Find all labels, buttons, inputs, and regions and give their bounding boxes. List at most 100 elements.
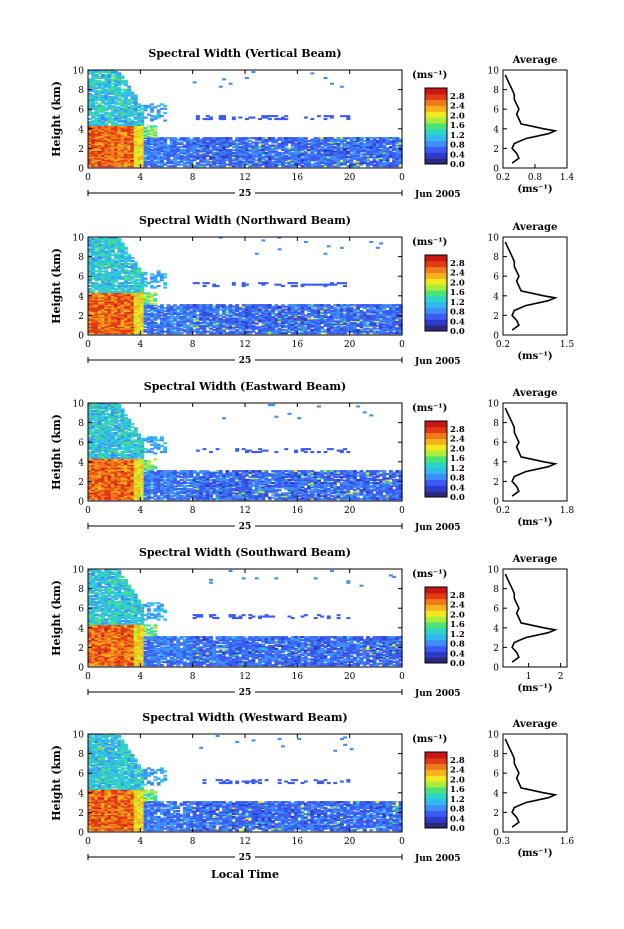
heatmap-cell <box>330 141 334 144</box>
heatmap-cell <box>372 327 377 330</box>
heatmap-cell <box>245 144 249 147</box>
heatmap-cell <box>281 329 285 332</box>
heatmap-cell <box>297 144 302 147</box>
heatmap-cell <box>124 298 128 301</box>
heatmap-cell <box>91 138 96 141</box>
heatmap-cell <box>130 311 135 314</box>
heatmap-cell <box>277 318 282 321</box>
heatmap-cell <box>388 163 393 166</box>
heatmap-cell <box>107 260 112 263</box>
heatmap-cell <box>163 312 168 315</box>
heatmap-cell <box>258 305 262 308</box>
heatmap-cell <box>189 326 194 329</box>
heatmap-cell <box>349 156 354 159</box>
heatmap-cell <box>346 320 351 323</box>
heatmap-cell <box>143 116 148 119</box>
heatmap-cell <box>124 274 128 277</box>
heatmap-cell <box>120 81 125 84</box>
heatmap-cell <box>215 146 220 149</box>
heatmap-cell <box>104 304 109 307</box>
heatmap-cell <box>231 156 236 159</box>
heatmap-cell <box>140 134 145 137</box>
heatmap-cell <box>101 104 105 107</box>
heatmap-cell <box>101 320 105 323</box>
heatmap-cell <box>182 165 187 168</box>
heatmap-cell <box>241 157 246 160</box>
heatmap-cell <box>287 320 292 323</box>
heatmap-cell <box>127 121 132 124</box>
heatmap-cell <box>97 276 102 279</box>
heatmap-cell <box>258 137 262 140</box>
heatmap-cell <box>297 321 302 324</box>
heatmap-cell <box>284 156 289 159</box>
heatmap-cell <box>395 160 400 163</box>
heatmap-cell <box>127 260 132 263</box>
heatmap-cell <box>110 156 115 159</box>
heatmap-cell <box>326 329 331 332</box>
heatmap-cell <box>107 290 112 293</box>
heatmap-cell <box>114 320 119 323</box>
heatmap-cell <box>153 160 158 163</box>
heatmap-cell <box>107 264 112 267</box>
heatmap-cell <box>133 270 138 273</box>
heatmap-cell <box>199 143 204 146</box>
heatmap-cell <box>382 165 387 168</box>
heatmap-cell <box>238 150 243 153</box>
heatmap-cell <box>124 295 128 298</box>
heatmap-cell <box>160 318 164 321</box>
heatmap-cell <box>107 125 112 128</box>
heatmap-cell <box>107 141 112 144</box>
heatmap-cell <box>88 93 92 96</box>
heatmap-cell <box>133 163 138 166</box>
heatmap-cell <box>264 115 269 118</box>
heatmap-cell <box>88 279 92 282</box>
heatmap-cell <box>117 156 122 159</box>
heatmap-cell <box>110 151 115 154</box>
heatmap-cell <box>110 75 115 78</box>
heatmap-cell <box>101 308 105 311</box>
heatmap-cell <box>179 159 184 162</box>
heatmap-cell <box>369 160 374 163</box>
heatmap-cell <box>209 327 213 330</box>
heatmap-cell <box>245 148 249 151</box>
heatmap-cell <box>97 252 102 255</box>
heatmap-cell <box>94 131 99 134</box>
heatmap-cell <box>186 312 190 315</box>
heatmap-cell <box>284 305 289 308</box>
x-tick-label: 16 <box>292 173 304 183</box>
heatmap-cell <box>124 93 128 96</box>
heatmap-cell <box>91 76 96 79</box>
heatmap-cell <box>120 100 125 103</box>
heatmap-cell <box>222 330 226 333</box>
heatmap-cell <box>150 159 154 162</box>
heatmap-cell <box>117 151 122 154</box>
heatmap-cell <box>176 153 181 156</box>
heatmap-cell <box>356 140 361 143</box>
heatmap-cell <box>97 257 102 260</box>
heatmap-cell <box>163 112 168 115</box>
heatmap-cell <box>140 324 145 327</box>
heatmap-cell <box>303 143 308 146</box>
heatmap-cell <box>277 283 282 286</box>
heatmap-cell <box>267 160 272 163</box>
heatmap-cell <box>313 159 318 162</box>
heatmap-cell <box>333 159 338 162</box>
heatmap-cell <box>346 143 351 146</box>
heatmap-cell <box>375 156 380 159</box>
heatmap-cell <box>104 271 109 274</box>
heatmap-cell <box>284 308 289 311</box>
heatmap-cell <box>388 323 393 326</box>
heatmap-cell <box>179 148 184 151</box>
heatmap-cell <box>245 304 249 307</box>
heatmap-cell <box>143 310 148 313</box>
heatmap-cell <box>277 312 282 315</box>
heatmap-cell <box>94 140 99 143</box>
heatmap-cell <box>297 146 302 149</box>
heatmap-cell <box>156 148 161 151</box>
heatmap-cell <box>333 153 338 156</box>
heatmap-cell <box>104 283 109 286</box>
heatmap-cell <box>117 159 122 162</box>
heatmap-cell <box>209 141 213 144</box>
heatmap-cell <box>117 134 122 137</box>
heatmap-cell <box>120 301 125 304</box>
